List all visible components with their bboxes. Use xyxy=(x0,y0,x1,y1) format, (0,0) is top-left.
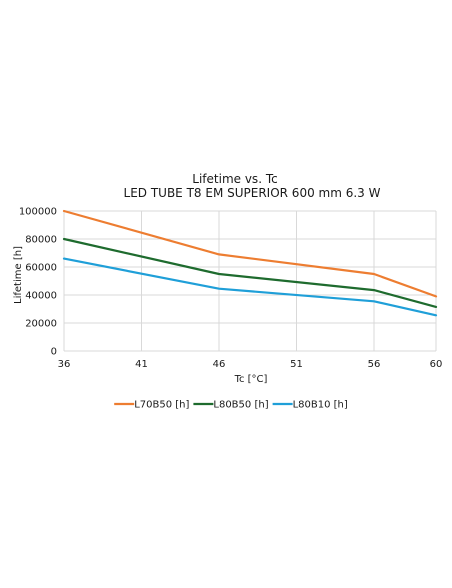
chart-subtitle: LED TUBE T8 EM SUPERIOR 600 mm 6.3 W xyxy=(124,186,381,200)
x-tick-label: 60 xyxy=(430,359,443,370)
chart-title: Lifetime vs. Tc xyxy=(192,172,277,186)
grid xyxy=(64,211,436,351)
x-tick-label: 36 xyxy=(58,359,71,370)
x-tick-label: 51 xyxy=(290,359,303,370)
series-line xyxy=(64,211,436,296)
x-tick-label: 56 xyxy=(368,359,381,370)
x-tick-label: 46 xyxy=(213,359,226,370)
x-axis-title: Tc [°C] xyxy=(234,374,268,385)
y-tick-label: 100000 xyxy=(19,207,57,218)
x-tick-label: 41 xyxy=(135,359,148,370)
legend-label: L80B10 [h] xyxy=(293,400,348,411)
y-tick-label: 20000 xyxy=(25,319,57,330)
series-lines xyxy=(64,211,436,315)
legend: L70B50 [h] L80B50 [h] L80B10 [h] xyxy=(114,400,348,411)
y-tick-label: 0 xyxy=(51,347,57,358)
axes: 0 20000 40000 60000 80000 100000 36 41 46 51 56 60 xyxy=(19,207,443,371)
y-axis-title: Lifetime [h] xyxy=(13,246,24,304)
y-tick-label: 80000 xyxy=(25,235,57,246)
legend-label: L80B50 [h] xyxy=(213,400,268,411)
series-line xyxy=(64,239,436,307)
y-tick-label: 40000 xyxy=(25,291,57,302)
legend-label: L70B50 [h] xyxy=(134,400,189,411)
y-tick-label: 60000 xyxy=(25,263,57,274)
